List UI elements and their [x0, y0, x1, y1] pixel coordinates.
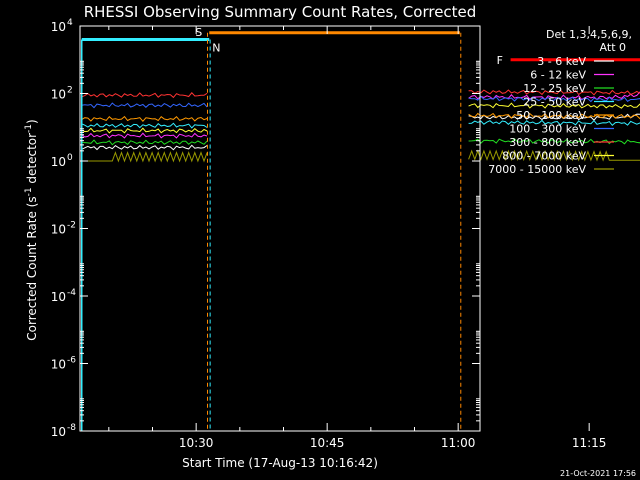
series-line-800-7000keV	[468, 102, 640, 109]
y-tick-label: 10	[51, 155, 66, 169]
series-line-7000-15000keV	[81, 151, 208, 163]
legend-label: 100 - 300 keV	[509, 123, 586, 136]
series-line-300-800keV	[468, 89, 640, 96]
y-tick-label: 10	[51, 223, 66, 237]
legend-header-2: Att 0	[600, 41, 626, 54]
series-line-100-300keV	[81, 102, 208, 109]
legend-label: 50 - 100 keV	[516, 109, 586, 122]
y-tick-label: 10	[51, 88, 66, 102]
series-line-7000-15000keV	[468, 149, 640, 162]
y-tick-exponent: -8	[67, 423, 76, 433]
series-line-3-6keV	[468, 113, 640, 121]
series-line-3-6keV	[81, 144, 208, 151]
series-line-50-100keV	[81, 115, 208, 122]
y-tick-exponent: 2	[67, 86, 73, 96]
night-flag-label: N	[212, 42, 220, 55]
flare-flag-label: F	[497, 54, 503, 67]
y-tick-label: 10	[51, 425, 66, 439]
y-tick-exponent: -6	[67, 356, 76, 366]
legend-label: 12 - 25 keV	[523, 82, 586, 95]
y-axis-label: Corrected Count Rate (s-1 detector-1)	[24, 119, 39, 340]
chart-title: RHESSI Observing Summary Count Rates, Co…	[84, 3, 477, 21]
series-line-25-50keV	[468, 119, 640, 127]
series-line-50-100keV	[468, 112, 640, 120]
series-line-12-25keV	[468, 138, 640, 145]
legend-label: 25 - 50 keV	[523, 96, 586, 109]
y-tick-exponent: -2	[67, 221, 76, 231]
legend-label: 300 - 800 keV	[509, 136, 586, 149]
series-line-300-800keV	[81, 92, 208, 99]
series-line-800-7000keV	[81, 127, 208, 134]
generation-timestamp: 21-Oct-2021 17:56	[560, 469, 636, 478]
y-tick-label: 10	[51, 290, 66, 304]
series-layer	[81, 89, 640, 163]
legend-label: 800 - 7000 keV	[502, 150, 586, 163]
series-line-6-12keV	[81, 132, 208, 139]
x-tick-label: 11:15	[572, 436, 607, 450]
y-tick-label: 10	[51, 358, 66, 372]
y-tick-exponent: -4	[67, 288, 76, 298]
series-line-25-50keV	[81, 122, 208, 129]
plot-frame	[79, 25, 481, 432]
x-tick-label: 10:45	[310, 436, 345, 450]
x-tick-label: 10:30	[179, 436, 214, 450]
legend-header-1: Det 1,3,4,5,6,9,	[546, 28, 632, 41]
y-tick-exponent: 0	[67, 153, 73, 163]
legend-label: 7000 - 15000 keV	[488, 163, 586, 176]
series-line-100-300keV	[468, 95, 640, 103]
y-tick-exponent: 4	[67, 18, 73, 28]
saa-flag-label: S	[195, 26, 202, 39]
series-line-12-25keV	[81, 139, 208, 146]
legend-label: 3 - 6 keV	[537, 55, 586, 68]
x-axis-label: Start Time (17-Aug-13 10:16:42)	[182, 456, 378, 470]
x-tick-label: 11:00	[441, 436, 476, 450]
flag-layer: SN F	[80, 26, 640, 431]
legend-label: 6 - 12 keV	[530, 69, 586, 82]
y-tick-label: 10	[51, 20, 66, 34]
